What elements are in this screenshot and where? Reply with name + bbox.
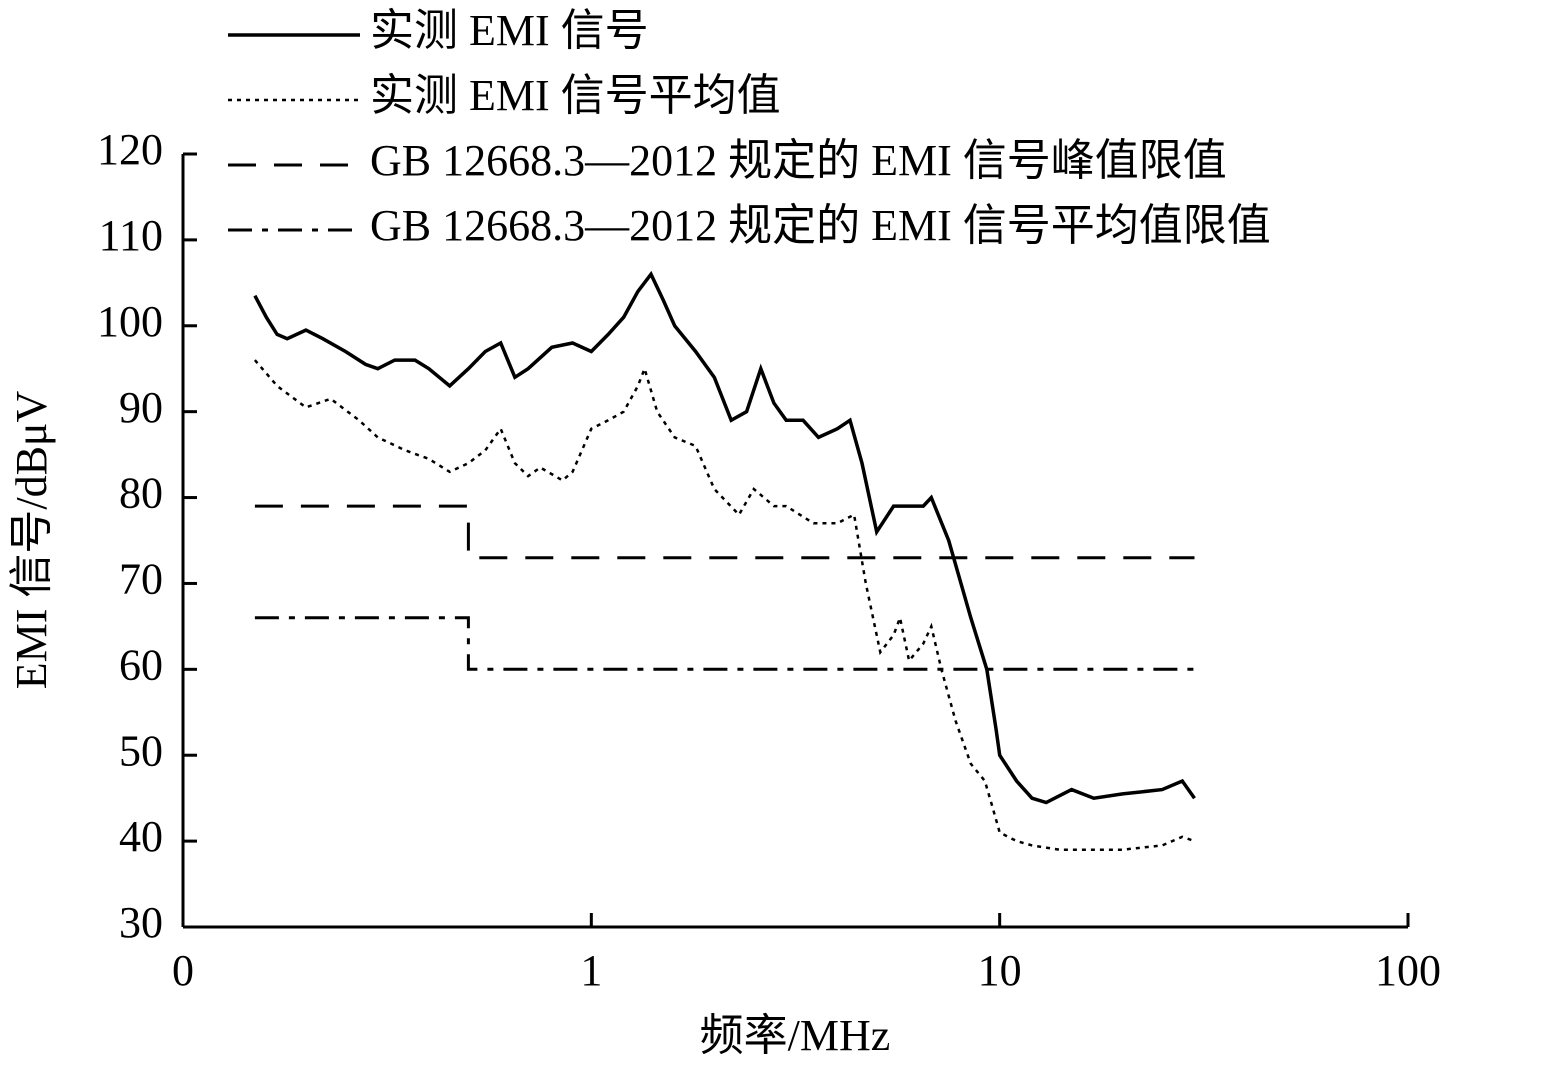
series-line (254, 616, 1195, 671)
series-line (253, 359, 1195, 851)
x-tick-label: 0 (172, 946, 194, 995)
y-tick-label: 110 (99, 211, 163, 260)
x-tick-label: 100 (1375, 946, 1441, 995)
y-tick-label: 60 (119, 640, 163, 689)
x-tick-label: 10 (978, 946, 1022, 995)
x-axis-label: 频率/MHz (700, 1011, 891, 1060)
y-tick-label: 120 (97, 125, 163, 174)
y-tick-label: 90 (119, 383, 163, 432)
y-tick-label: 40 (119, 812, 163, 861)
y-axis-label: EMI 信号/dBμV (7, 390, 56, 689)
y-tick-label: 50 (119, 726, 163, 775)
legend-label: GB 12668.3—2012 规定的 EMI 信号平均值限值 (370, 201, 1271, 250)
series-line (254, 504, 1195, 560)
legend-label: 实测 EMI 信号平均值 (370, 71, 781, 120)
y-tick-label: 70 (119, 555, 163, 604)
legend-label: GB 12668.3—2012 规定的 EMI 信号峰值限值 (370, 136, 1227, 185)
series-line (253, 270, 1196, 805)
legend-label: 实测 EMI 信号 (370, 6, 649, 55)
y-tick-label: 100 (97, 297, 163, 346)
y-tick-label: 80 (119, 469, 163, 518)
x-tick-label: 1 (580, 946, 602, 995)
y-tick-label: 30 (119, 898, 163, 947)
